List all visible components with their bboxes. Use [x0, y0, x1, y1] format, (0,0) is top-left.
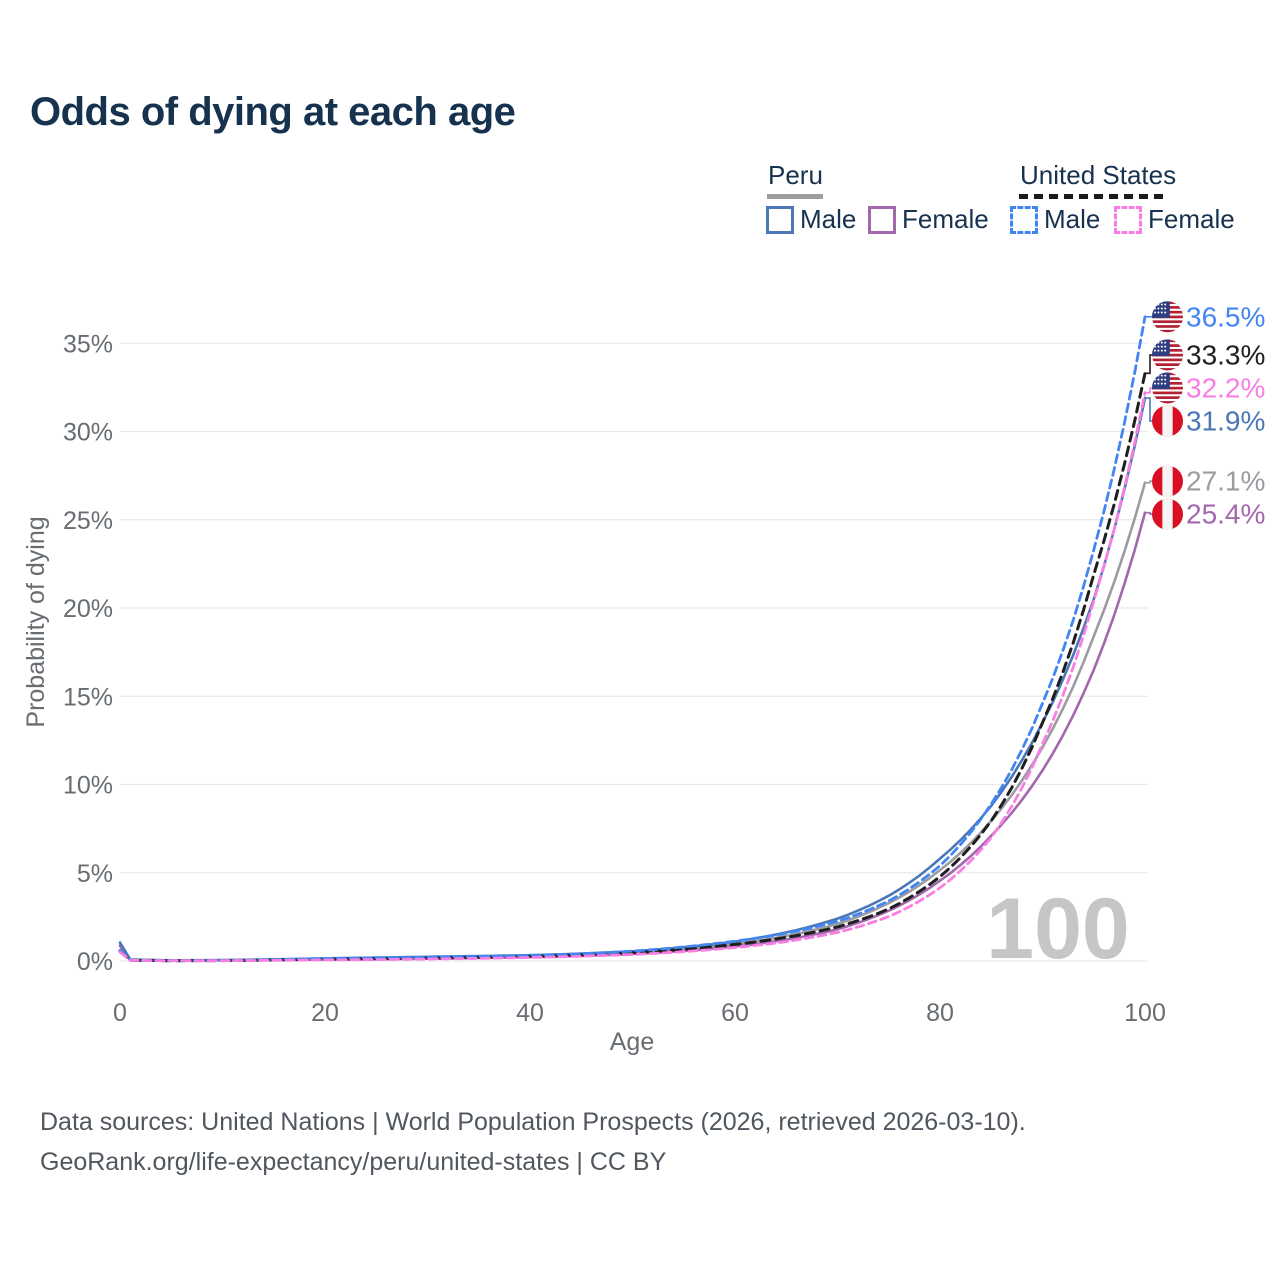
y-tick-15%: 15% [63, 683, 113, 711]
series-line-peru-male [118, 396, 1147, 962]
legend-peru-underline-swatch [767, 194, 823, 199]
y-tick-0%: 0% [77, 948, 113, 976]
y-tick-5%: 5% [77, 860, 113, 888]
end-value-united-states-female: 32.2% [1186, 372, 1265, 403]
y-tick-20%: 20% [63, 595, 113, 623]
series-line-united-states-female [118, 391, 1147, 963]
legend-us-title: United States [1020, 160, 1177, 190]
end-value-united-states-total: 33.3% [1186, 339, 1265, 370]
peru-flag-icon [1152, 498, 1183, 530]
y-tick-35%: 35% [63, 330, 113, 358]
x-tick-100: 100 [1124, 999, 1166, 1027]
x-tick-60: 60 [721, 999, 749, 1027]
x-tick-40: 40 [516, 999, 544, 1027]
legend-us-female-checkbox[interactable] [1114, 206, 1142, 234]
leader-line [1145, 511, 1152, 515]
legend-peru-male-label[interactable]: Male [800, 204, 857, 234]
page-title: Odds of dying at each age [30, 90, 516, 134]
series-line-united-states-male [118, 315, 1147, 962]
leader-line [1145, 397, 1152, 422]
peru-flag-icon [1152, 465, 1183, 497]
attribution-note: GeoRank.org/life-expectancy/peru/united-… [40, 1148, 667, 1176]
y-axis-title: Probability of dying [22, 516, 50, 727]
end-value-peru-male: 31.9% [1186, 405, 1265, 436]
data-sources-note: Data sources: United Nations | World Pop… [40, 1108, 1026, 1136]
legend-us-underline-swatch [1019, 194, 1167, 199]
us-flag-icon [1152, 339, 1183, 371]
gridlines-and-ticks: 0% 5% 10% 15% 20% 25% 30% 35% 0 20 40 60 80 100 [63, 330, 1166, 1027]
x-axis-title: Age [610, 1028, 654, 1056]
legend-peru-female-checkbox[interactable] [868, 206, 896, 234]
legend-peru-title: Peru [768, 160, 823, 190]
legend-us-female-label[interactable]: Female [1148, 204, 1235, 234]
x-tick-0: 0 [113, 999, 127, 1027]
leader-line [1145, 480, 1152, 484]
end-value-peru-total: 27.1% [1186, 466, 1265, 497]
y-tick-25%: 25% [63, 507, 113, 535]
x-tick-80: 80 [926, 999, 954, 1027]
end-value-united-states-male: 36.5% [1186, 301, 1265, 332]
age-watermark: 100 [986, 881, 1130, 977]
leader-line [1145, 387, 1152, 394]
peru-flag-icon [1152, 405, 1183, 437]
y-tick-30%: 30% [63, 419, 113, 447]
us-flag-icon [1152, 372, 1183, 404]
series-end-labels: 36.5% 33.3%32.2%31.9% 27.1%25.4% [1145, 301, 1265, 530]
x-tick-20: 20 [311, 999, 339, 1027]
end-value-peru-female: 25.4% [1186, 499, 1265, 530]
legend-us-male-label[interactable]: Male [1044, 204, 1101, 234]
legend-peru-female-label[interactable]: Female [902, 204, 989, 234]
data-series-lines [118, 315, 1147, 963]
y-tick-10%: 10% [63, 772, 113, 800]
legend-us-male-checkbox[interactable] [1010, 206, 1038, 234]
leader-line [1145, 354, 1152, 375]
legend-peru-male-checkbox[interactable] [766, 206, 794, 234]
us-flag-icon [1152, 301, 1183, 333]
